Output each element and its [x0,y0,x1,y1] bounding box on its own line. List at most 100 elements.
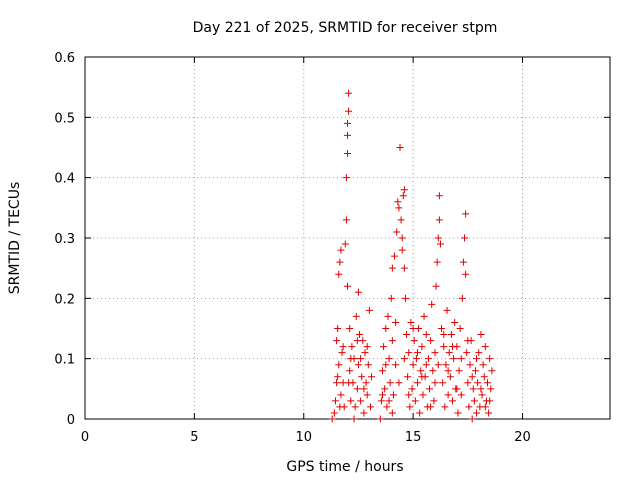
data-point [435,216,443,224]
data-point [439,379,447,387]
data-point [384,312,392,320]
data-point [348,343,356,351]
data-point [412,355,420,363]
data-point [426,385,434,393]
data-point [360,385,368,393]
data-point [463,349,471,357]
data-point [366,403,374,411]
data-point [383,403,391,411]
data-point [388,337,396,345]
data-point [364,361,372,369]
data-point [341,240,349,248]
data-point [470,397,478,405]
data-point [344,131,351,139]
data-point [469,385,477,393]
data-point [350,415,358,423]
data-point [468,415,476,423]
data-point [352,312,360,320]
data-point [335,270,343,278]
data-point [429,367,437,375]
data-point [379,391,386,399]
data-point [433,258,441,266]
x-tick-label: 5 [190,430,198,445]
data-point [430,397,438,405]
data-point [339,343,347,351]
data-point [345,89,353,97]
data-point [416,409,424,417]
y-tick-label: 0 [67,413,75,428]
data-point [457,391,465,399]
data-point [392,361,400,369]
x-axis-label: GPS time / hours [286,459,403,475]
data-point [466,361,474,369]
data-point [385,355,393,363]
data-point [477,331,485,339]
data-point [481,403,489,411]
data-point [451,318,459,326]
y-tick-label: 0.2 [54,292,75,307]
data-point [449,397,456,405]
data-point [474,379,482,387]
data-point [346,367,354,375]
data-point [357,355,365,363]
data-point [422,361,430,369]
data-point [440,331,448,339]
data-point [405,349,413,357]
data-point [422,331,430,339]
data-point [427,403,435,411]
data-point [405,391,413,399]
data-point [345,107,353,115]
data-point [404,373,412,381]
data-point [338,349,346,357]
data-point [409,361,417,369]
data-point [356,331,364,339]
x-tick-label: 15 [405,430,422,445]
data-point [456,325,464,332]
x-tick-label: 0 [81,430,89,445]
data-point [393,228,401,236]
data-point [431,379,439,387]
data-point [342,174,350,182]
data-point [454,409,462,417]
data-point [486,355,494,363]
data-point [336,258,344,266]
data-point [455,367,463,375]
data-point [418,373,426,381]
data-point [438,325,446,332]
data-point [368,373,376,381]
data-point [398,246,406,254]
data-point [397,216,405,224]
data-point [353,385,361,393]
data-point [358,373,366,381]
data-point [386,379,394,387]
data-point [403,331,411,339]
data-point [331,397,339,405]
data-point [487,385,495,393]
data-point [333,337,341,345]
tick-labels: 0 5 10 15 20 0 0.1 0.2 0.3 0.4 0.5 0.6 [54,51,530,445]
data-point [380,343,388,351]
data-point [410,337,418,345]
data-point [334,373,342,381]
data-point [408,385,416,393]
x-tick-label: 10 [295,430,312,445]
data-points [328,89,496,423]
data-point [424,355,432,363]
data-point [382,361,390,369]
plot-frame [84,56,611,420]
data-point [471,367,479,375]
data-point [434,361,442,369]
data-point [342,216,350,224]
data-point [335,361,343,369]
data-point [419,391,427,399]
data-point [344,150,351,158]
data-point [447,331,455,339]
data-point [387,294,395,302]
data-point [379,367,386,375]
data-point [361,349,369,357]
data-point [400,264,408,272]
data-point [399,192,407,200]
data-point [354,288,362,296]
data-point [407,318,415,326]
y-tick-label: 0.1 [54,353,75,368]
